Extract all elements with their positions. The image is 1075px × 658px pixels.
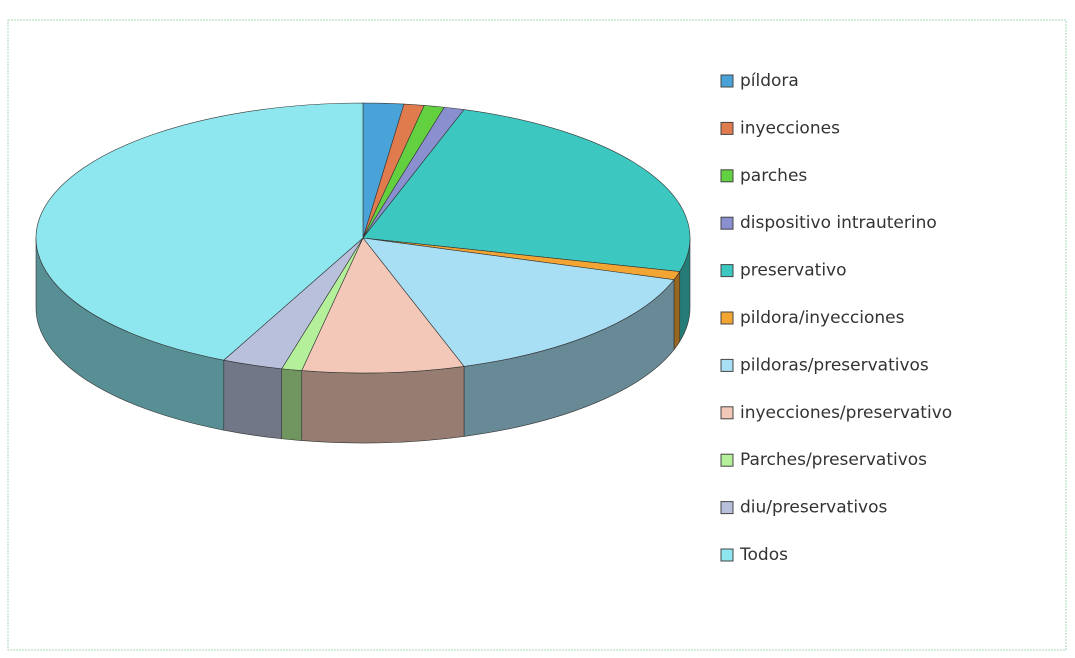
legend-swatch bbox=[720, 74, 734, 88]
pie-side bbox=[223, 359, 282, 440]
legend-swatch bbox=[720, 169, 734, 183]
pie-slice bbox=[362, 109, 691, 343]
pie-side bbox=[301, 366, 465, 444]
legend-label: Todos bbox=[739, 545, 788, 565]
pie-slice bbox=[301, 237, 465, 444]
legend-label: dispositivo intrauterino bbox=[740, 213, 937, 233]
legend-label: pildora/inyecciones bbox=[740, 308, 905, 328]
legend-swatch bbox=[720, 121, 734, 135]
legend-swatch bbox=[720, 311, 734, 325]
pie-slice bbox=[362, 237, 675, 437]
legend-label: inyecciones bbox=[740, 118, 840, 138]
legend-swatch bbox=[720, 453, 734, 467]
legend-swatch bbox=[720, 264, 734, 278]
legend-swatch bbox=[720, 358, 734, 372]
pie-slice bbox=[35, 102, 364, 431]
legend-label: Parches/preservativos bbox=[740, 450, 927, 470]
legend-label: píldora bbox=[740, 71, 799, 91]
pie-side bbox=[673, 270, 681, 351]
pie-top bbox=[362, 237, 675, 367]
pie-side bbox=[281, 368, 303, 441]
legend-swatch bbox=[720, 216, 734, 230]
pie-top bbox=[362, 109, 691, 272]
legend-swatch bbox=[720, 548, 734, 562]
pie-top bbox=[35, 102, 364, 361]
legend-label: preservativo bbox=[740, 261, 847, 281]
legend-swatch bbox=[720, 501, 734, 515]
legend-label: pildoras/preservativos bbox=[740, 355, 929, 375]
legend-label: inyecciones/preservativo bbox=[740, 403, 952, 423]
legend-label: diu/preservativos bbox=[740, 498, 888, 518]
legend-label: parches bbox=[740, 166, 807, 186]
legend-swatch bbox=[720, 406, 734, 420]
pie-top bbox=[301, 237, 465, 374]
